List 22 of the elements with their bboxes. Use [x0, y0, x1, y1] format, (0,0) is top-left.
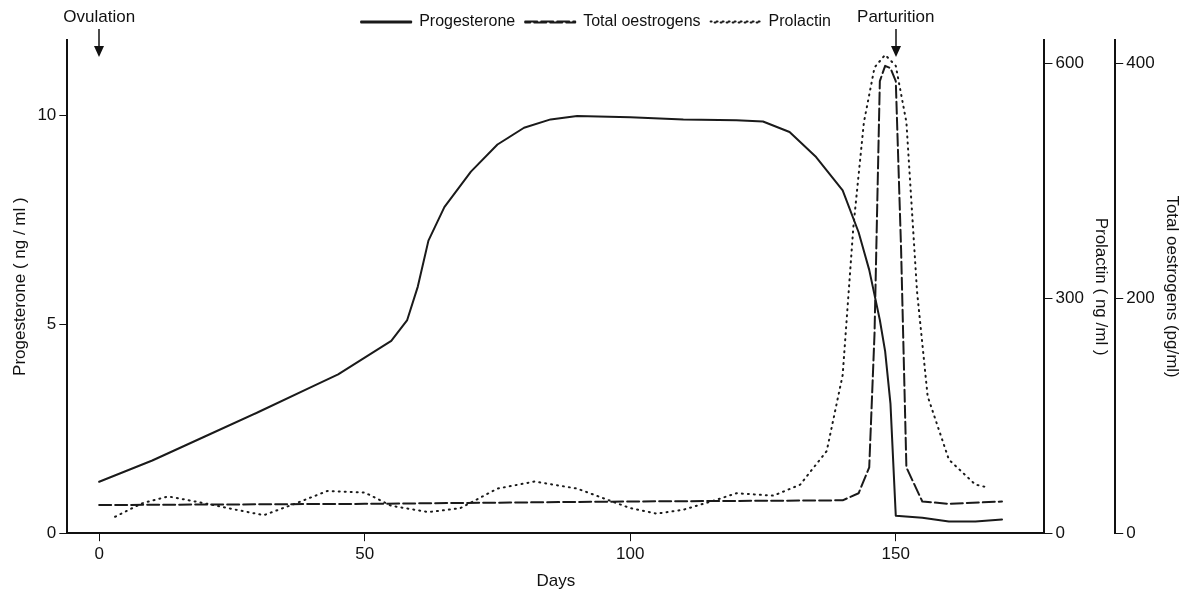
x-axis-title: Days — [536, 571, 576, 591]
y3-tick-label: 200 — [1126, 288, 1155, 308]
y-tick-label: 0 — [46, 522, 57, 542]
y-tick-label: 10 — [37, 104, 57, 124]
y-axis-title: Progesterone ( ng / ml ) — [9, 197, 29, 376]
legend-label: Total oestrogens — [583, 12, 701, 30]
legend-label: Prolactin — [768, 12, 831, 30]
y2-tick-label: 300 — [1055, 288, 1084, 308]
annotation: Ovulation — [63, 7, 136, 27]
x-tick-label: 0 — [94, 544, 104, 564]
y2-axis-title: Prolactin ( ng /ml ) — [1092, 217, 1112, 356]
y3-axis-title: Total oestrogens (pg/ml) — [1163, 195, 1183, 378]
y3-tick-label: 400 — [1126, 53, 1155, 73]
annotation: Parturition — [857, 7, 935, 27]
y2-tick-label: 600 — [1055, 53, 1084, 73]
legend-label: Progesterone — [419, 12, 516, 30]
y-tick-label: 5 — [46, 313, 57, 333]
x-tick-label: 150 — [881, 544, 910, 564]
x-tick-label: 50 — [355, 544, 375, 564]
x-tick-label: 100 — [616, 544, 645, 564]
y3-tick-label: 0 — [1126, 522, 1136, 542]
y2-tick-label: 0 — [1055, 522, 1065, 542]
